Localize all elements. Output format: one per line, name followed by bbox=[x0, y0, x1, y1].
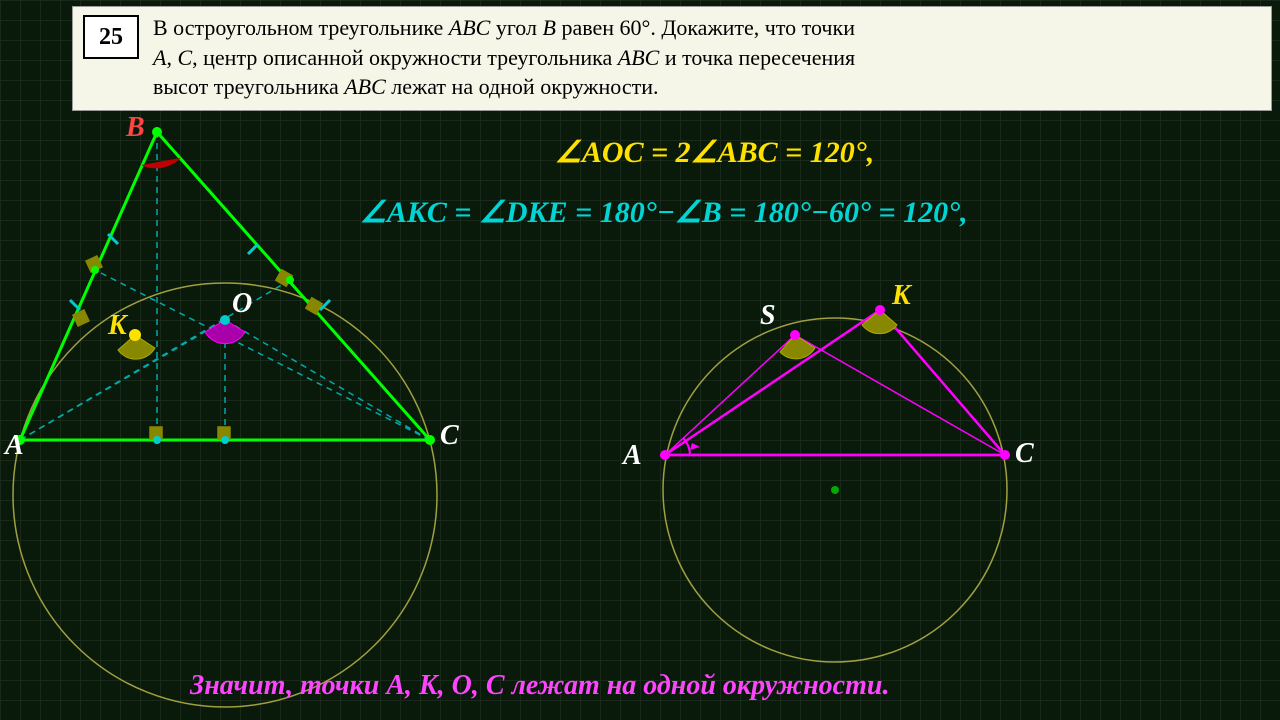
label-k-right: K bbox=[892, 280, 911, 312]
label-c-right: C bbox=[1015, 438, 1034, 470]
conclusion: Значит, точки A, K, O, C лежат на одной … bbox=[190, 670, 889, 702]
sc-line bbox=[795, 335, 1005, 455]
oc-line bbox=[225, 320, 430, 440]
label-a-left: A bbox=[5, 430, 24, 462]
tick-marks bbox=[70, 234, 330, 310]
right-angle-markers-left bbox=[73, 256, 322, 439]
label-o-left: O bbox=[232, 288, 252, 320]
angle-a-tick bbox=[690, 443, 700, 450]
equation-2: ∠AKC = ∠DKE = 180°−∠B = 180°−60° = 120°, bbox=[360, 195, 968, 230]
label-b-left: B bbox=[126, 112, 145, 144]
label-s-right: S bbox=[760, 300, 776, 332]
diagram-svg bbox=[0, 0, 1280, 720]
label-a-right: A bbox=[623, 440, 642, 472]
equation-1: ∠AOC = 2∠ABC = 120°, bbox=[555, 135, 874, 170]
label-k-left: K bbox=[108, 310, 127, 342]
triangle-akc bbox=[665, 310, 1005, 455]
angle-b-marker bbox=[142, 158, 180, 168]
triangle-abc bbox=[20, 132, 430, 440]
label-c-left: C bbox=[440, 420, 459, 452]
